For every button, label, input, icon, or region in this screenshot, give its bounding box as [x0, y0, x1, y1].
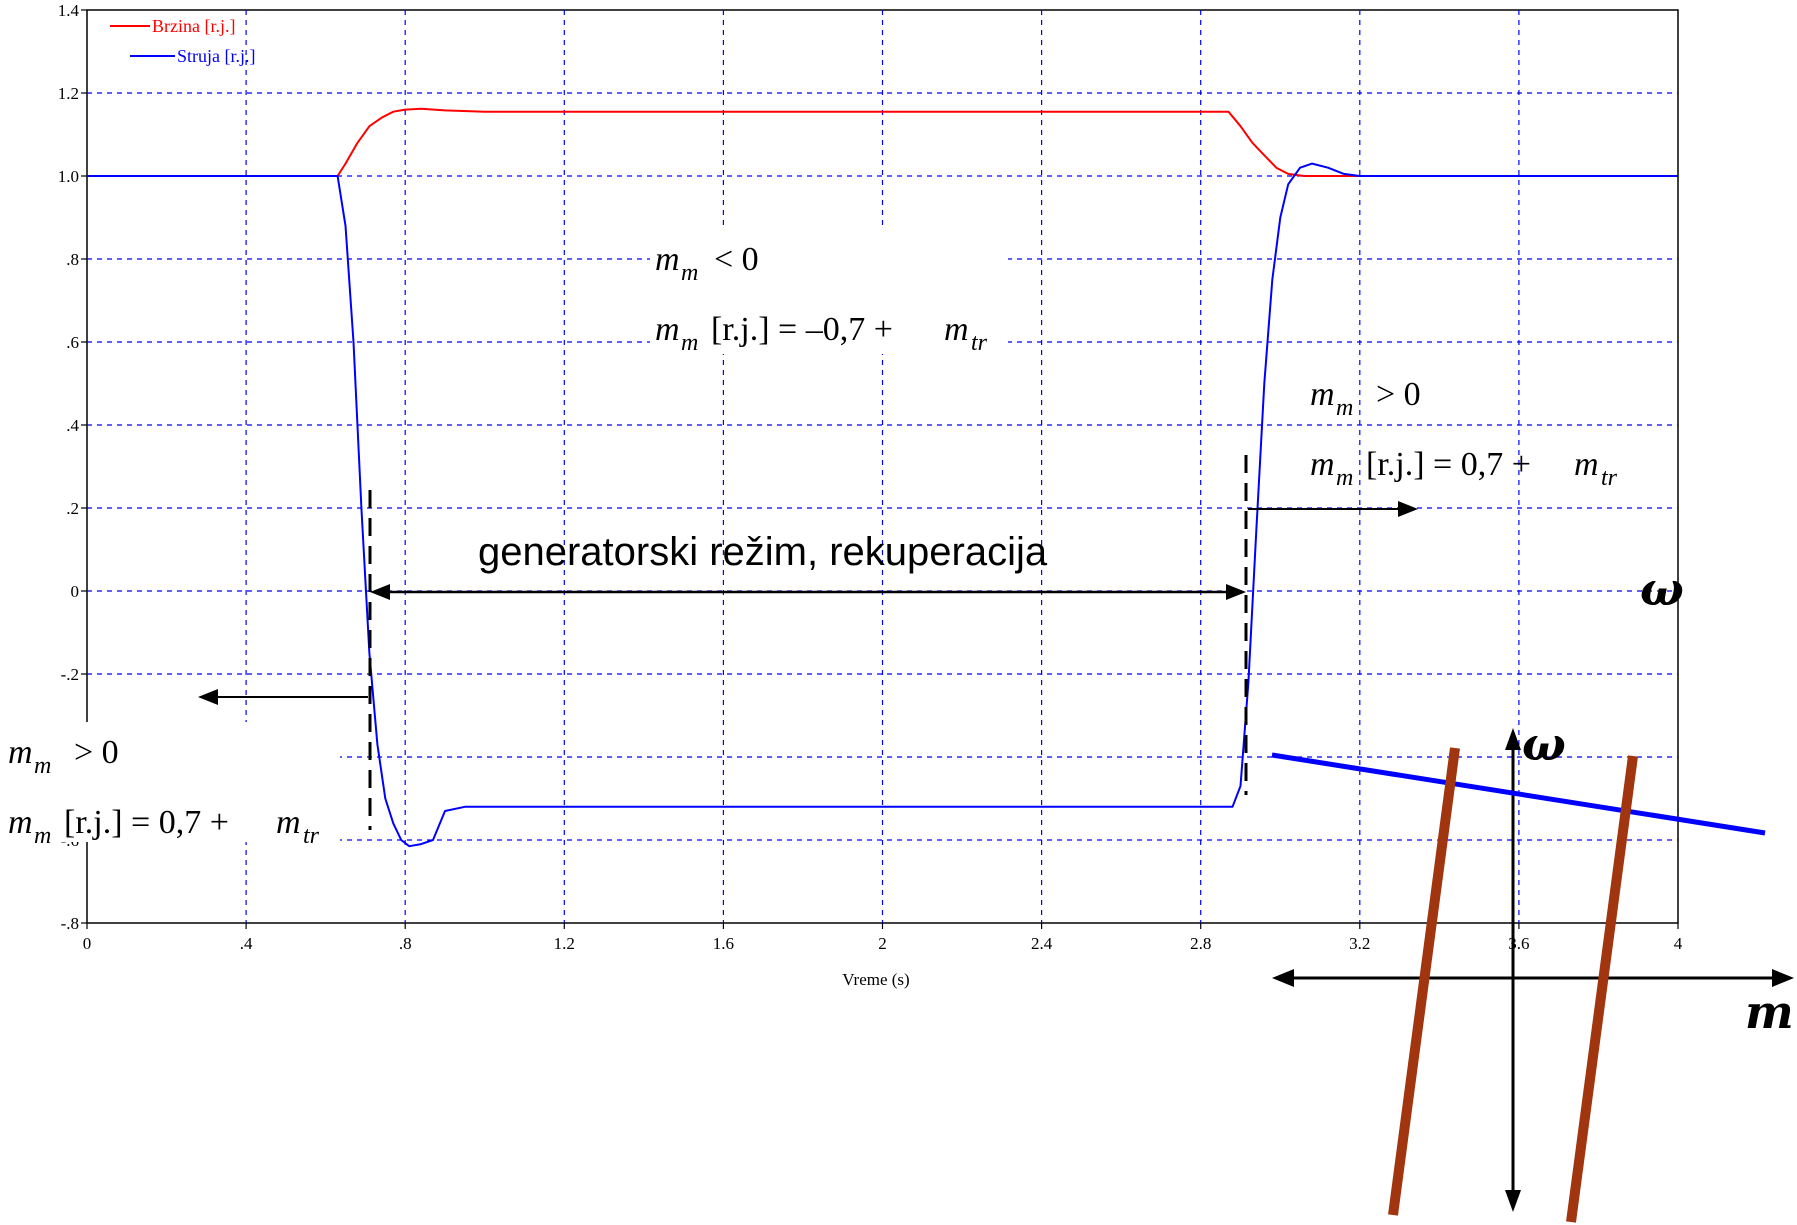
svg-text:m: m — [655, 241, 680, 278]
x-tick-label-6: 2.4 — [1031, 934, 1053, 953]
x-tick-label-5: 2 — [878, 934, 887, 953]
formula-top-relation: m m < 0 — [655, 241, 759, 286]
formula-right-equation: m m [r.j.] = 0,7 + m tr — [1310, 446, 1618, 491]
svg-text:m: m — [1336, 465, 1353, 491]
quadrant-diagram: ω m — [1271, 717, 1794, 1223]
svg-text:m: m — [944, 311, 969, 348]
mode-label: generatorski režim, rekuperacija — [478, 530, 1048, 574]
y-tick-label-8: -.2 — [61, 665, 79, 684]
svg-text:[r.j.] = 0,7 +: [r.j.] = 0,7 + — [64, 804, 229, 841]
legend-label-brzina: Brzina [r.j.] — [152, 16, 235, 36]
formula-bg-top — [650, 228, 1008, 354]
y-tick-label-0: 1.4 — [58, 1, 80, 20]
svg-text:tr: tr — [303, 823, 320, 849]
legend-label-struja: Struja [r.j.] — [177, 46, 256, 66]
svg-text:tr: tr — [1601, 465, 1618, 491]
motor-characteristic-line — [1271, 752, 1766, 836]
series-line-1 — [87, 162, 1678, 848]
formula-bg-left — [0, 722, 340, 842]
svg-text:> 0: > 0 — [1376, 376, 1421, 413]
x-tick-label-4: 1.6 — [713, 934, 734, 953]
arrow-right — [1248, 501, 1418, 517]
quadrant-omega-label: ω — [1522, 717, 1566, 771]
legend: Brzina [r.j.] Struja [r.j.] — [110, 16, 256, 66]
y-tick-label-11: -.8 — [61, 914, 79, 933]
svg-text:m: m — [8, 804, 33, 841]
arrow-left — [198, 689, 368, 705]
quadrant-m-label: m — [1745, 985, 1794, 1039]
svg-text:m: m — [1336, 395, 1353, 421]
x-tick-label-2: .8 — [399, 934, 412, 953]
load-characteristic-line-left — [1388, 747, 1460, 1216]
mode-arrow — [370, 584, 1246, 600]
x-tick-label-0: 0 — [83, 934, 92, 953]
svg-text:m: m — [681, 330, 698, 356]
y-tick-label-3: .8 — [66, 250, 79, 269]
x-tick-label-3: 1.2 — [554, 934, 575, 953]
formula-left-relation: m m > 0 — [8, 734, 119, 779]
y-tick-label-2: 1.0 — [58, 167, 79, 186]
svg-text:m: m — [8, 734, 33, 771]
formula-top-equation: m m [r.j.] = –0,7 + m tr — [655, 311, 988, 356]
y-tick-label-7: 0 — [71, 582, 80, 601]
formula-left-equation: m m [r.j.] = 0,7 + m tr — [8, 804, 320, 849]
svg-text:tr: tr — [971, 330, 988, 356]
y-tick-label-4: .6 — [66, 333, 79, 352]
series-lines — [87, 107, 1678, 848]
svg-text:m: m — [1310, 446, 1335, 483]
x-tick-label-9: 3.6 — [1508, 934, 1529, 953]
svg-text:m: m — [655, 311, 680, 348]
svg-text:m: m — [276, 804, 301, 841]
x-tick-labels: 0 .4 .8 1.2 1.6 2 2.4 2.8 3.2 3.6 4 — [83, 923, 1683, 953]
svg-text:[r.j.] = 0,7 +: [r.j.] = 0,7 + — [1366, 446, 1531, 483]
x-tick-label-8: 3.2 — [1349, 934, 1370, 953]
svg-text:m: m — [1574, 446, 1599, 483]
x-tick-label-1: .4 — [240, 934, 253, 953]
svg-text:[r.j.] = –0,7 +: [r.j.] = –0,7 + — [711, 311, 893, 348]
svg-text:m: m — [34, 753, 51, 779]
y-tick-label-6: .2 — [66, 499, 79, 518]
y-tick-label-5: .4 — [66, 416, 79, 435]
svg-text:> 0: > 0 — [74, 734, 119, 771]
omega-symbol-right: ω — [1640, 562, 1684, 616]
svg-text:m: m — [681, 260, 698, 286]
x-axis-label: Vreme (s) — [842, 970, 909, 989]
x-tick-label-7: 2.8 — [1190, 934, 1211, 953]
y-tick-label-1: 1.2 — [58, 84, 79, 103]
load-characteristic-line-right — [1566, 755, 1638, 1223]
svg-text:m: m — [34, 823, 51, 849]
x-tick-label-10: 4 — [1674, 934, 1683, 953]
grid — [87, 10, 1678, 923]
series-line-0 — [87, 107, 1678, 177]
svg-text:m: m — [1310, 376, 1335, 413]
svg-text:< 0: < 0 — [714, 241, 759, 278]
formula-right-relation: m m > 0 — [1310, 376, 1421, 421]
